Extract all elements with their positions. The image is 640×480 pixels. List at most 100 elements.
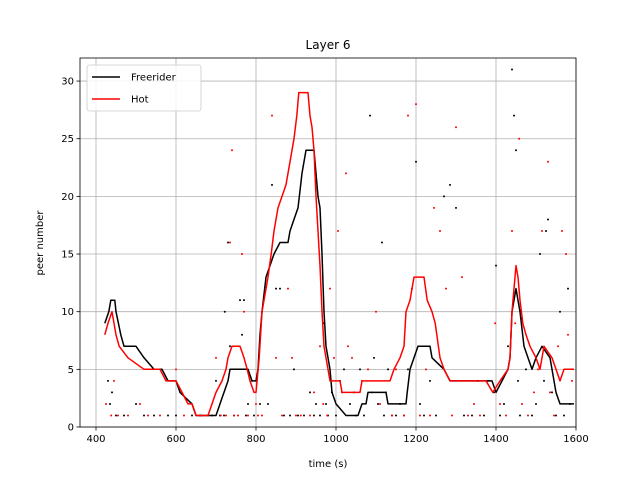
scatter-point-freerider xyxy=(463,414,465,417)
scatter-point-freerider xyxy=(555,414,557,417)
scatter-point-freerider xyxy=(107,379,109,382)
scatter-point-hot xyxy=(215,356,217,359)
x-tick-label: 1200 xyxy=(403,434,428,445)
scatter-point-hot xyxy=(439,229,441,232)
scatter-point-freerider xyxy=(109,402,111,405)
scatter-point-hot xyxy=(329,287,331,290)
scatter-point-freerider xyxy=(429,379,431,382)
scatter-point-freerider xyxy=(123,414,125,417)
scatter-point-hot xyxy=(319,345,321,348)
scatter-point-hot xyxy=(518,137,521,140)
scatter-point-hot xyxy=(499,402,501,405)
scatter-point-freerider xyxy=(297,414,299,417)
scatter-point-hot xyxy=(451,414,453,417)
scatter-point-hot xyxy=(461,276,463,279)
scatter-point-hot xyxy=(391,414,393,417)
scatter-point-hot xyxy=(347,345,349,348)
scatter-point-hot xyxy=(127,414,129,417)
scatter-point-hot xyxy=(473,402,475,405)
scatter-point-freerider xyxy=(247,402,249,405)
y-tick-label: 10 xyxy=(61,307,74,318)
scatter-point-hot xyxy=(247,414,249,417)
scatter-point-hot xyxy=(243,310,245,313)
scatter-point-hot xyxy=(326,414,329,417)
y-tick-label: 5 xyxy=(68,365,74,376)
scatter-point-hot xyxy=(275,356,277,359)
scatter-point-freerider xyxy=(387,368,389,371)
scatter-point-hot xyxy=(505,414,507,417)
scatter-point-freerider xyxy=(343,368,345,371)
scatter-point-freerider xyxy=(279,287,281,290)
scatter-point-freerider xyxy=(239,299,241,302)
scatter-point-freerider xyxy=(517,379,519,382)
scatter-point-freerider xyxy=(245,414,247,417)
legend-label-freerider: Freerider xyxy=(131,73,177,84)
scatter-point-freerider xyxy=(271,183,273,186)
scatter-point-freerider xyxy=(293,368,295,371)
scatter-point-hot xyxy=(433,206,435,209)
scatter-point-freerider xyxy=(471,414,473,417)
scatter-point-hot xyxy=(322,402,325,405)
scatter-point-hot xyxy=(261,414,263,417)
scatter-point-freerider xyxy=(227,241,229,244)
y-axis: 0 5 10 15 20 25 30 xyxy=(61,77,80,434)
scatter-point-hot xyxy=(255,402,257,405)
scatter-point-freerider xyxy=(153,414,155,417)
scatter-point-hot xyxy=(147,414,149,417)
scatter-point-freerider xyxy=(435,414,437,417)
scatter-point-hot xyxy=(345,172,347,175)
scatter-point-freerider xyxy=(283,414,285,417)
scatter-point-freerider xyxy=(507,345,509,348)
x-tick-label: 1600 xyxy=(563,434,588,445)
y-tick-label: 25 xyxy=(61,134,74,145)
x-axis: 400 600 800 1000 1200 1400 1600 xyxy=(86,427,589,445)
lines-layer xyxy=(104,91,574,417)
scatter-point-freerider xyxy=(309,391,311,394)
scatter-point-hot xyxy=(445,287,447,290)
scatter-point-freerider xyxy=(335,414,337,417)
scatter-point-freerider xyxy=(241,333,243,336)
scatter-point-freerider xyxy=(319,414,321,417)
scatter-point-freerider xyxy=(567,287,569,290)
scatter-point-hot xyxy=(561,229,563,232)
scatter-point-hot xyxy=(105,402,107,405)
scatter-point-freerider xyxy=(415,160,417,163)
scatter-point-freerider xyxy=(349,402,351,405)
scatter-point-freerider xyxy=(135,402,137,405)
scatter-point-freerider xyxy=(539,253,541,256)
scatter-point-freerider xyxy=(547,218,549,221)
scatter-point-hot xyxy=(110,414,113,417)
scatter-point-freerider xyxy=(303,414,305,417)
scatter-point-hot xyxy=(231,149,233,152)
scatter-point-hot xyxy=(175,368,177,371)
scatter-point-hot xyxy=(225,414,227,417)
x-tick-label: 1000 xyxy=(323,434,348,445)
scatter-point-hot xyxy=(139,402,141,405)
chart-title: Layer 6 xyxy=(306,38,351,52)
scatter-point-hot xyxy=(375,310,377,313)
y-tick-label: 15 xyxy=(61,250,74,261)
scatter-point-hot xyxy=(567,333,569,336)
scatter-point-hot xyxy=(429,414,431,417)
scatter-point-freerider xyxy=(215,379,217,382)
scatter-point-hot xyxy=(113,379,115,382)
scatter-point-freerider xyxy=(377,402,379,405)
scatter-point-freerider xyxy=(267,402,269,405)
scatter-point-freerider xyxy=(519,414,521,417)
scatter-point-hot xyxy=(511,229,513,232)
scatter-point-freerider xyxy=(325,402,327,405)
scatter-point-hot xyxy=(271,114,273,117)
scatter-point-hot xyxy=(313,391,315,394)
scatter-point-freerider xyxy=(289,414,291,417)
scatter-point-hot xyxy=(241,253,243,256)
scatter-point-hot xyxy=(514,322,517,325)
scatter-point-hot xyxy=(117,414,119,417)
scatter-point-hot xyxy=(479,414,481,417)
scatter-point-freerider xyxy=(243,299,245,302)
scatter-point-hot xyxy=(257,414,259,417)
scatter-point-hot xyxy=(233,414,235,417)
scatter-point-hot xyxy=(309,414,311,417)
scatter-point-hot xyxy=(419,414,421,417)
x-tick-label: 600 xyxy=(166,434,185,445)
